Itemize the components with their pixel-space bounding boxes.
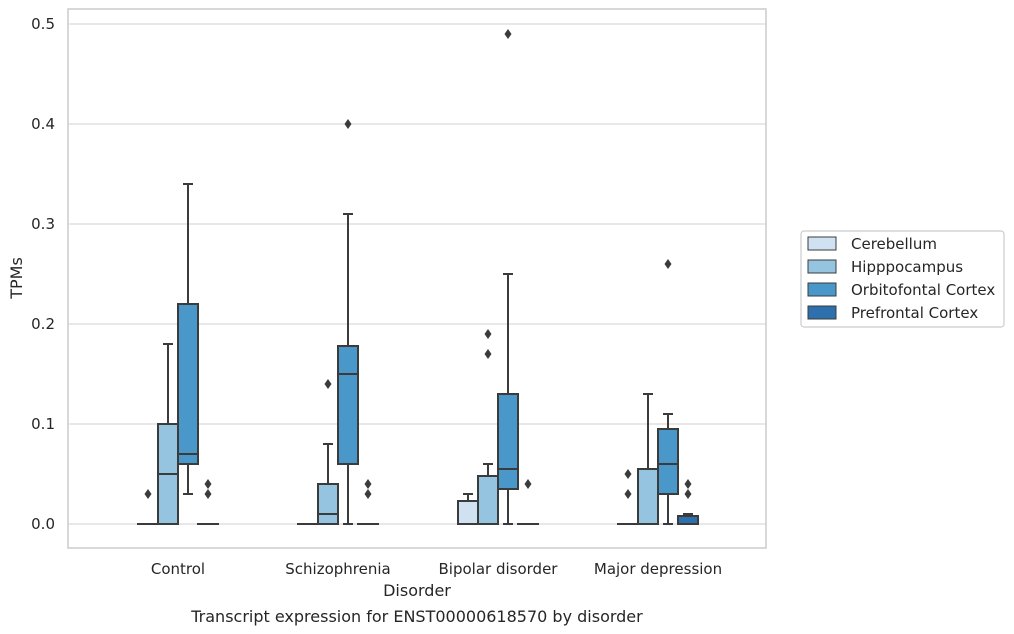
box-body <box>657 428 679 495</box>
outlier-point <box>664 259 672 269</box>
outlier-point <box>204 489 212 499</box>
box-body <box>177 303 199 465</box>
x-tick-label: Major depression <box>594 560 722 578</box>
box-3-2 <box>517 479 539 526</box>
legend-swatch <box>807 236 837 251</box>
box-1-1 <box>317 379 339 525</box>
y-tick-label: 0.1 <box>31 415 55 433</box>
box-body <box>637 468 659 525</box>
outlier-point <box>524 479 532 489</box>
box-1-0 <box>157 343 179 525</box>
chart-title: Transcript expression for ENST0000061857… <box>190 607 643 626</box>
y-tick-labels: 0.0 0.1 0.2 0.3 0.4 0.5 <box>31 15 55 533</box>
x-tick-label: Bipolar disorder <box>439 560 559 578</box>
outlier-point <box>684 479 692 489</box>
boxes <box>137 29 699 526</box>
y-axis-label: TPMs <box>7 257 26 300</box>
box-1-2 <box>477 329 499 525</box>
box-body <box>497 393 519 490</box>
box-2-1 <box>337 119 359 525</box>
box-body <box>677 515 699 525</box>
box-0-3 <box>617 469 639 526</box>
box-3-1 <box>357 479 379 526</box>
legend-label: Prefrontal Cortex <box>851 304 978 322</box>
box-0-2 <box>457 493 479 525</box>
legend-label: Hipppocampus <box>851 258 963 276</box>
box-2-0 <box>177 183 199 495</box>
outlier-point <box>484 329 492 339</box>
outlier-point <box>144 489 152 499</box>
y-tick-label: 0.4 <box>31 115 55 133</box>
legend-swatch <box>807 282 837 297</box>
x-tick-label: Schizophrenia <box>285 560 390 578</box>
box-body <box>317 483 339 525</box>
legend-label: Cerebellum <box>851 235 937 253</box>
box-1-3 <box>637 393 659 525</box>
y-tick-label: 0.5 <box>31 15 55 33</box>
legend-label: Orbitofontal Cortex <box>851 281 995 299</box>
box-0-0 <box>137 489 159 526</box>
outlier-point <box>484 349 492 359</box>
outlier-point <box>324 379 332 389</box>
box-2-2 <box>497 29 519 525</box>
legend-frame <box>800 230 1005 328</box>
box-2-3 <box>657 259 679 525</box>
box-body <box>457 500 479 525</box>
box-3-0 <box>197 479 219 526</box>
x-axis-label: Disorder <box>383 581 451 600</box>
plot-frame <box>67 8 767 549</box>
legend-swatch <box>807 305 837 320</box>
y-tick-label: 0.2 <box>31 315 55 333</box>
box-body <box>337 345 359 465</box>
outlier-point <box>344 119 352 129</box>
outlier-point <box>204 479 212 489</box>
y-tick-label: 0.0 <box>31 515 55 533</box>
outlier-point <box>504 29 512 39</box>
outlier-point <box>364 479 372 489</box>
x-tick-labels: Control Schizophrenia Bipolar disorder Majo… <box>151 560 722 578</box>
outlier-point <box>624 489 632 499</box>
legend-swatch <box>807 259 837 274</box>
outlier-point <box>624 469 632 479</box>
box-3-3 <box>677 479 699 525</box>
box-body <box>477 475 499 525</box>
y-tick-label: 0.3 <box>31 215 55 233</box>
outlier-point <box>364 489 372 499</box>
outlier-point <box>684 489 692 499</box>
x-tick-label: Control <box>151 560 205 578</box>
legend: Cerebellum Hipppocampus Orbitofontal Corte… <box>800 230 1005 328</box>
